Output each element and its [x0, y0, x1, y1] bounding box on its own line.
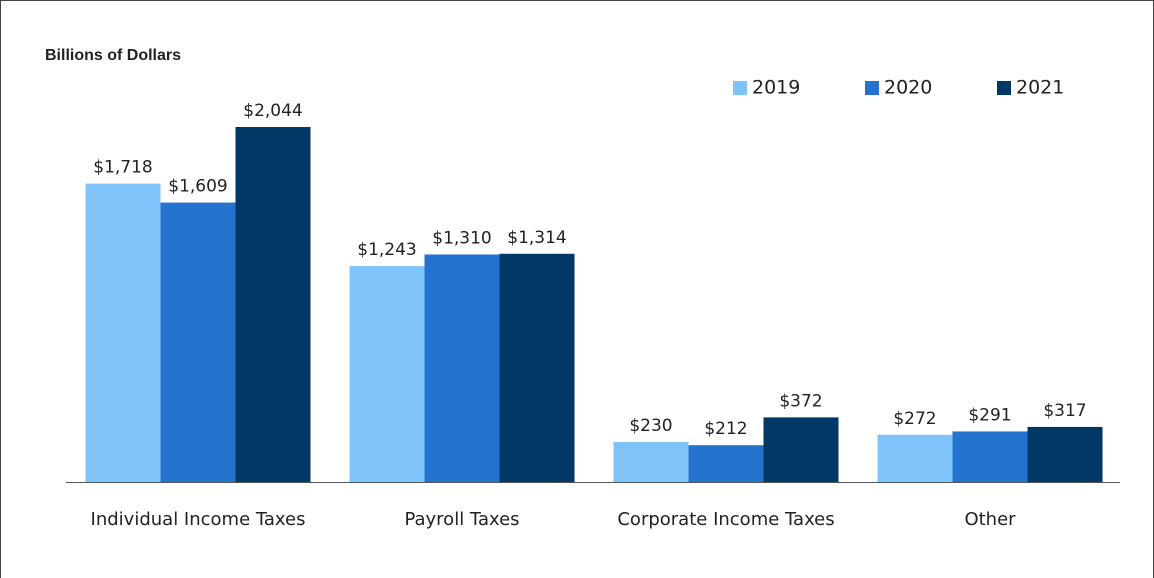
chart-title: Billions of Dollars [45, 47, 181, 64]
value-label: $291 [968, 405, 1011, 425]
legend-label: 2020 [884, 77, 932, 99]
value-label: $1,314 [507, 228, 566, 248]
x-tick-label: Other [964, 509, 1016, 530]
bar [877, 434, 953, 482]
bar [952, 431, 1028, 482]
bar [235, 127, 311, 482]
value-label: $317 [1043, 401, 1086, 421]
bar [688, 445, 764, 482]
x-tick-label: Corporate Income Taxes [617, 509, 834, 530]
bar [85, 183, 161, 482]
value-label: $1,310 [432, 228, 491, 248]
value-label: $372 [779, 391, 822, 411]
bar [160, 202, 236, 482]
legend-swatch [997, 81, 1011, 95]
bar [499, 253, 575, 482]
legend-label: 2021 [1016, 77, 1064, 99]
bar [349, 266, 425, 482]
x-tick-label: Payroll Taxes [404, 509, 519, 530]
value-label: $1,609 [168, 177, 227, 197]
legend-label: 2019 [752, 77, 800, 99]
value-label: $1,718 [93, 158, 152, 178]
legend-swatch [733, 81, 747, 95]
legend-swatch [865, 81, 879, 95]
value-label: $2,044 [243, 101, 302, 121]
bar [613, 442, 689, 482]
x-tick-label: Individual Income Taxes [91, 509, 306, 530]
value-label: $272 [893, 409, 936, 429]
bar [1027, 426, 1103, 482]
value-label: $230 [629, 416, 672, 436]
bar [424, 254, 500, 482]
value-label: $1,243 [357, 240, 416, 260]
value-label: $212 [704, 419, 747, 439]
bar [763, 417, 839, 482]
